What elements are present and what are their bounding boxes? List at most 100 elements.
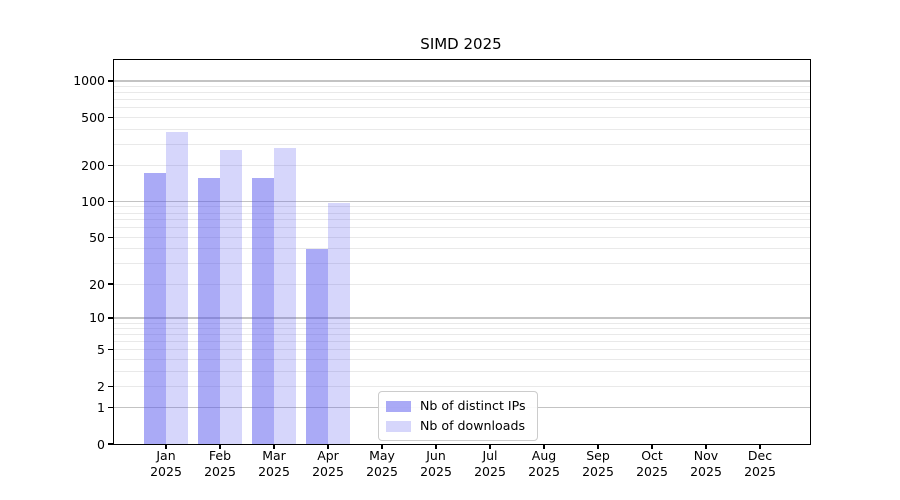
gridline-70 <box>114 219 810 221</box>
legend: Nb of distinct IPs Nb of downloads <box>378 391 538 441</box>
x-tickmark-jul <box>489 444 491 449</box>
x-label-year: 2025 <box>366 464 398 479</box>
gridline-9 <box>114 322 810 324</box>
x-tick-label-jan: Jan 2025 <box>136 448 196 480</box>
x-label-month: Jul <box>482 448 498 463</box>
y-tickmark-100 <box>108 200 114 203</box>
gridline-700 <box>114 99 810 101</box>
x-label-year: 2025 <box>258 464 290 479</box>
gridline-800 <box>114 92 810 94</box>
legend-swatch-downloads <box>386 420 411 432</box>
x-label-year: 2025 <box>744 464 776 479</box>
gridline-1000 <box>114 80 810 82</box>
bar-downloads-jan <box>166 131 188 444</box>
x-tickmark-feb <box>219 444 221 449</box>
x-tickmark-dec <box>759 444 761 449</box>
x-tickmark-sep <box>597 444 599 449</box>
y-tickmark-500 <box>108 116 114 118</box>
y-tickmark-1 <box>108 406 114 409</box>
y-tickmark-200 <box>108 164 114 166</box>
chart-title: SIMD 2025 <box>420 35 502 53</box>
y-tickmark-0 <box>108 443 114 445</box>
gridline-90 <box>114 206 810 208</box>
x-label-year: 2025 <box>312 464 344 479</box>
x-tick-label-may: May 2025 <box>352 448 412 480</box>
gridline-5 <box>114 349 810 351</box>
y-tick-label-1: 1 <box>97 400 105 416</box>
legend-swatch-distinct-ips <box>386 400 411 412</box>
legend-item-downloads: Nb of downloads <box>386 419 526 433</box>
gridline-8 <box>114 328 810 330</box>
x-label-year: 2025 <box>582 464 614 479</box>
x-tick-label-sep: Sep 2025 <box>568 448 628 480</box>
x-tickmark-oct <box>651 444 653 449</box>
x-label-month: Feb <box>208 448 232 463</box>
gridline-400 <box>114 128 810 130</box>
y-tick-label-50: 50 <box>89 229 105 245</box>
bar-distinct-ips-feb <box>198 177 220 444</box>
x-label-year: 2025 <box>204 464 236 479</box>
gridline-60 <box>114 227 810 229</box>
x-tick-label-oct: Oct 2025 <box>622 448 682 480</box>
x-tick-label-jul: Jul 2025 <box>460 448 520 480</box>
x-label-month: Jun <box>426 448 446 463</box>
y-tick-label-2: 2 <box>97 378 105 394</box>
gridline-6 <box>114 341 810 343</box>
gridline-500 <box>114 116 810 118</box>
bar-downloads-mar <box>274 147 296 444</box>
x-tickmark-aug <box>543 444 545 449</box>
y-tick-label-1000: 1000 <box>73 73 105 89</box>
bar-distinct-ips-mar <box>252 177 274 444</box>
x-label-year: 2025 <box>474 464 506 479</box>
gridline-200 <box>114 164 810 166</box>
y-tickmark-20 <box>108 283 114 285</box>
y-tick-label-5: 5 <box>97 342 105 358</box>
x-tick-label-dec: Dec 2025 <box>730 448 790 480</box>
x-label-month: Jan <box>156 448 176 463</box>
x-label-month: Mar <box>262 448 286 463</box>
x-tick-label-feb: Feb 2025 <box>190 448 250 480</box>
legend-item-distinct-ips: Nb of distinct IPs <box>386 399 526 413</box>
x-tickmark-mar <box>273 444 275 449</box>
bar-downloads-apr <box>328 203 350 444</box>
y-tick-label-10: 10 <box>89 310 105 326</box>
gridline-7 <box>114 334 810 336</box>
x-label-month: Oct <box>641 448 663 463</box>
gridline-10 <box>114 317 810 319</box>
x-label-month: Nov <box>693 448 719 463</box>
x-label-year: 2025 <box>420 464 452 479</box>
gridline-600 <box>114 107 810 109</box>
x-label-year: 2025 <box>690 464 722 479</box>
x-tick-label-aug: Aug 2025 <box>514 448 574 480</box>
plot-area: Nb of distinct IPs Nb of downloads 0 1 2 5 1… <box>73 59 811 479</box>
gridline-80 <box>114 212 810 214</box>
bar-distinct-ips-apr <box>306 248 328 444</box>
y-tickmark-1000 <box>108 80 114 82</box>
y-tick-label-200: 200 <box>81 157 105 173</box>
x-tick-label-apr: Apr 2025 <box>298 448 358 480</box>
x-label-month: Apr <box>317 448 339 463</box>
gridline-20 <box>114 283 810 285</box>
y-tickmark-5 <box>108 349 114 351</box>
x-tickmark-jan <box>165 444 167 449</box>
x-label-year: 2025 <box>636 464 668 479</box>
x-label-month: Aug <box>531 448 557 463</box>
x-label-month: Sep <box>586 448 610 463</box>
x-tickmark-may <box>381 444 383 449</box>
y-tickmark-10 <box>108 317 114 319</box>
y-tickmark-50 <box>108 236 114 239</box>
y-tick-label-500: 500 <box>81 109 105 125</box>
gridline-30 <box>114 263 810 265</box>
bar-distinct-ips-jan <box>144 173 166 444</box>
y-tickmark-2 <box>108 385 114 387</box>
bar-downloads-feb <box>220 149 242 444</box>
legend-label-distinct-ips: Nb of distinct IPs <box>420 398 526 413</box>
x-label-month: May <box>369 448 395 463</box>
y-tick-label-0: 0 <box>97 436 105 452</box>
x-tickmark-jun <box>435 444 437 449</box>
gridline-2 <box>114 385 810 387</box>
gridline-4 <box>114 358 810 360</box>
x-label-year: 2025 <box>528 464 560 479</box>
x-tick-label-mar: Mar 2025 <box>244 448 304 480</box>
